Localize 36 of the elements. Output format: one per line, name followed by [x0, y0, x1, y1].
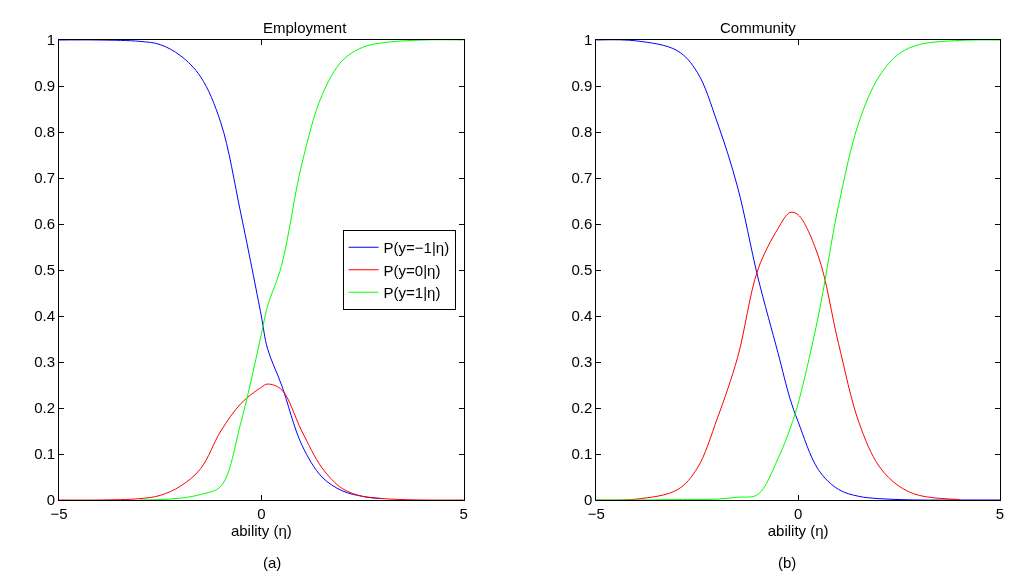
x-tick-label: 5	[459, 505, 468, 522]
chart-title: Employment	[263, 19, 348, 36]
line-series	[139, 40, 464, 500]
y-tick-label: 0.9	[571, 77, 593, 95]
line-series	[596, 40, 1000, 500]
legend-label: P(y=−1|η)	[383, 239, 450, 257]
legend-label: P(y=1|η)	[383, 284, 441, 302]
y-tick-label: 0.6	[571, 215, 593, 233]
x-axis-title: ability (η)	[767, 522, 829, 539]
y-tick-label: 0.7	[571, 169, 593, 187]
y-tick-label: 1	[46, 31, 55, 49]
y-tick-label: 0.7	[34, 169, 55, 187]
y-tick-label: 0.5	[34, 261, 55, 279]
y-tick-label: 0.5	[571, 261, 593, 279]
legend-label: P(y=0|η)	[383, 261, 441, 279]
y-tick-label: 0.4	[34, 307, 55, 325]
line-series	[59, 383, 464, 500]
text: (b)	[778, 554, 797, 571]
y-tick-label: 0.3	[571, 353, 593, 371]
y-tick-label: 0.3	[34, 353, 55, 371]
y-tick-label: 0.8	[571, 123, 593, 141]
x-axis-title: ability (η)	[230, 522, 292, 539]
y-tick-label: 0.1	[34, 445, 55, 463]
y-tick-label: 0.2	[34, 399, 55, 417]
x-tick-label: 0	[257, 505, 266, 522]
x-tick-label: 0	[793, 505, 803, 522]
y-tick-label: 0.2	[571, 399, 593, 417]
y-tick-label: 0.1	[571, 445, 593, 463]
text: (a)	[263, 554, 282, 571]
y-tick-label: 0.9	[34, 77, 55, 95]
y-tick-label: 0.8	[34, 123, 55, 141]
y-tick-label: 0.6	[34, 215, 55, 233]
x-tick-label: 5	[995, 505, 1005, 522]
chart-title: Community	[720, 19, 797, 36]
y-tick-label: 1	[583, 31, 593, 49]
y-tick-label: 0.4	[571, 307, 593, 325]
